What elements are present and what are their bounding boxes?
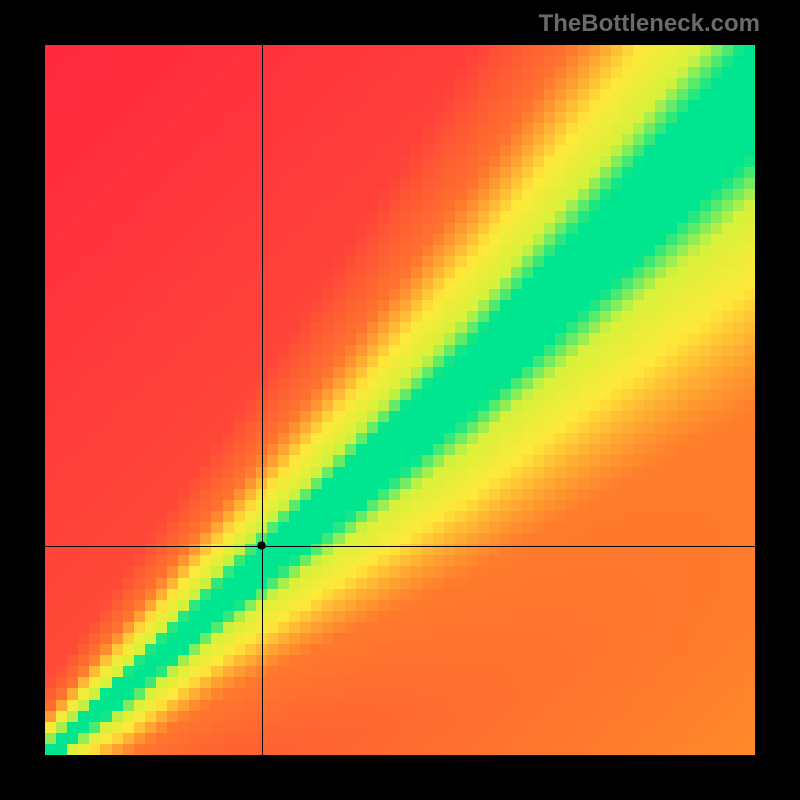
- bottleneck-heatmap: [45, 45, 755, 755]
- watermark-text: TheBottleneck.com: [539, 10, 760, 38]
